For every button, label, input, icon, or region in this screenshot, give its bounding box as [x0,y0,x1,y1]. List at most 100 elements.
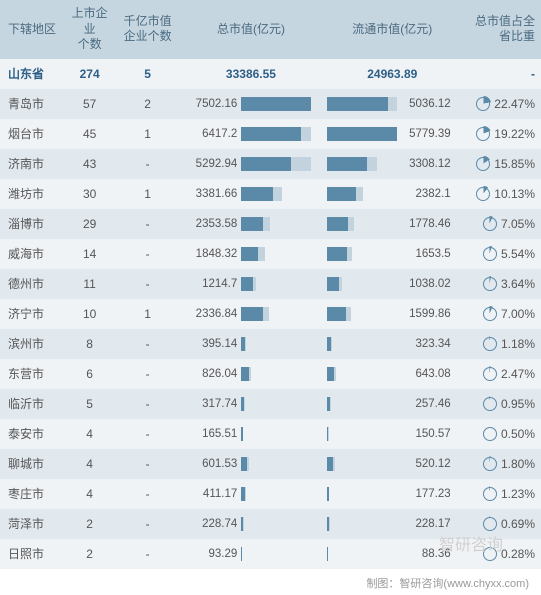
table-row: 潍坊市3013381.662382.110.13% [0,179,541,209]
cell-pct: 1.23% [462,479,541,509]
cell-region: 德州市 [0,269,63,299]
cell-count: 30 [63,179,116,209]
pct-value: 15.85% [494,157,535,171]
footer-credit: 制图：智研咨询(www.chyxx.com) [0,569,541,595]
cell-cmv: 643.08 [323,359,462,389]
cell-tmv: 1848.32 [179,239,322,269]
pct-value: 5.54% [501,247,535,261]
cell-cmv: 88.36 [323,539,462,569]
th-pct: 总市值占全 省比重 [462,0,541,59]
tmv-bar [241,307,311,321]
pct-value: 19.22% [494,127,535,141]
cell-big: - [116,149,179,179]
tmv-bar [241,487,311,501]
table-row: 菏泽市2-228.74228.170.69% [0,509,541,539]
cmv-bar [327,187,397,201]
cmv-bar [327,547,397,561]
pct-value: 0.95% [501,397,535,411]
pie-icon [476,187,490,201]
cell-tmv: 5292.94 [179,149,322,179]
cell-count: 4 [63,419,116,449]
cmv-bar [327,307,397,321]
tmv-bar [241,547,311,561]
total-row: 山东省 274 5 33386.55 24963.89 - [0,59,541,89]
cell-region: 聊城市 [0,449,63,479]
pct-value: 7.05% [501,217,535,231]
pct-value: 10.13% [494,187,535,201]
cmv-value: 643.08 [397,368,451,380]
pie-icon [483,487,497,501]
cell-count: 4 [63,479,116,509]
cell-count: 45 [63,119,116,149]
tmv-bar [241,277,311,291]
tmv-value: 165.51 [183,428,241,440]
pie-icon [483,367,497,381]
table-row: 滨州市8-395.14323.341.18% [0,329,541,359]
cell-pct: 1.18% [462,329,541,359]
tmv-value: 1214.7 [183,278,241,290]
cell-cmv: 2382.1 [323,179,462,209]
cmv-value: 1778.46 [397,218,451,230]
cell-big: - [116,329,179,359]
pie-icon [483,277,497,291]
cell-count: 10 [63,299,116,329]
cell-tmv: 1214.7 [179,269,322,299]
cell-big: - [116,239,179,269]
cell-tmv: 826.04 [179,359,322,389]
pct-value: 7.00% [501,307,535,321]
cmv-value: 1038.02 [397,278,451,290]
cmv-bar [327,457,397,471]
pie-icon [476,97,490,111]
th-region: 下辖地区 [0,0,63,59]
cell-pct: 0.69% [462,509,541,539]
pie-icon [483,217,497,231]
cmv-value: 2382.1 [397,188,451,200]
cmv-value: 3308.12 [397,158,451,170]
market-value-table: 下辖地区 上市企业 个数 千亿市值 企业个数 总市值(亿元) 流通市值(亿元) … [0,0,541,569]
cell-region: 东营市 [0,359,63,389]
cmv-bar [327,157,397,171]
cell-tmv: 2353.58 [179,209,322,239]
cell-cmv: 177.23 [323,479,462,509]
tmv-bar [241,427,311,441]
tmv-value: 2353.58 [183,218,241,230]
table-row: 临沂市5-317.74257.460.95% [0,389,541,419]
cell-count: 57 [63,89,116,119]
th-count: 上市企业 个数 [63,0,116,59]
cell-big: 1 [116,119,179,149]
pie-icon [476,127,490,141]
table-row: 威海市14-1848.321653.55.54% [0,239,541,269]
cell-count: 2 [63,539,116,569]
table-row: 淄博市29-2353.581778.467.05% [0,209,541,239]
cell-tmv: 228.74 [179,509,322,539]
cell-tmv: 165.51 [179,419,322,449]
tmv-value: 2336.84 [183,308,241,320]
cell-cmv: 5779.39 [323,119,462,149]
cmv-value: 1653.5 [397,248,451,260]
tmv-value: 601.53 [183,458,241,470]
pie-icon [483,247,497,261]
cell-cmv: 1599.86 [323,299,462,329]
cmv-bar [327,337,397,351]
tmv-value: 6417.2 [183,128,241,140]
cell-region: 日照市 [0,539,63,569]
cell-big: - [116,389,179,419]
cell-pct: 1.80% [462,449,541,479]
cmv-value: 88.36 [397,548,451,560]
th-big: 千亿市值 企业个数 [116,0,179,59]
cell-count: 4 [63,449,116,479]
cell-big: - [116,449,179,479]
cell-count: 6 [63,359,116,389]
tmv-bar [241,187,311,201]
cmv-value: 520.12 [397,458,451,470]
cell-big: 2 [116,89,179,119]
cell-cmv: 228.17 [323,509,462,539]
cmv-value: 5036.12 [397,98,451,110]
cell-pct: 0.28% [462,539,541,569]
cell-big: 1 [116,299,179,329]
cell-region: 临沂市 [0,389,63,419]
th-cmv: 流通市值(亿元) [323,0,462,59]
cell-big: 1 [116,179,179,209]
table-row: 烟台市4516417.25779.3919.22% [0,119,541,149]
table-row: 德州市11-1214.71038.023.64% [0,269,541,299]
